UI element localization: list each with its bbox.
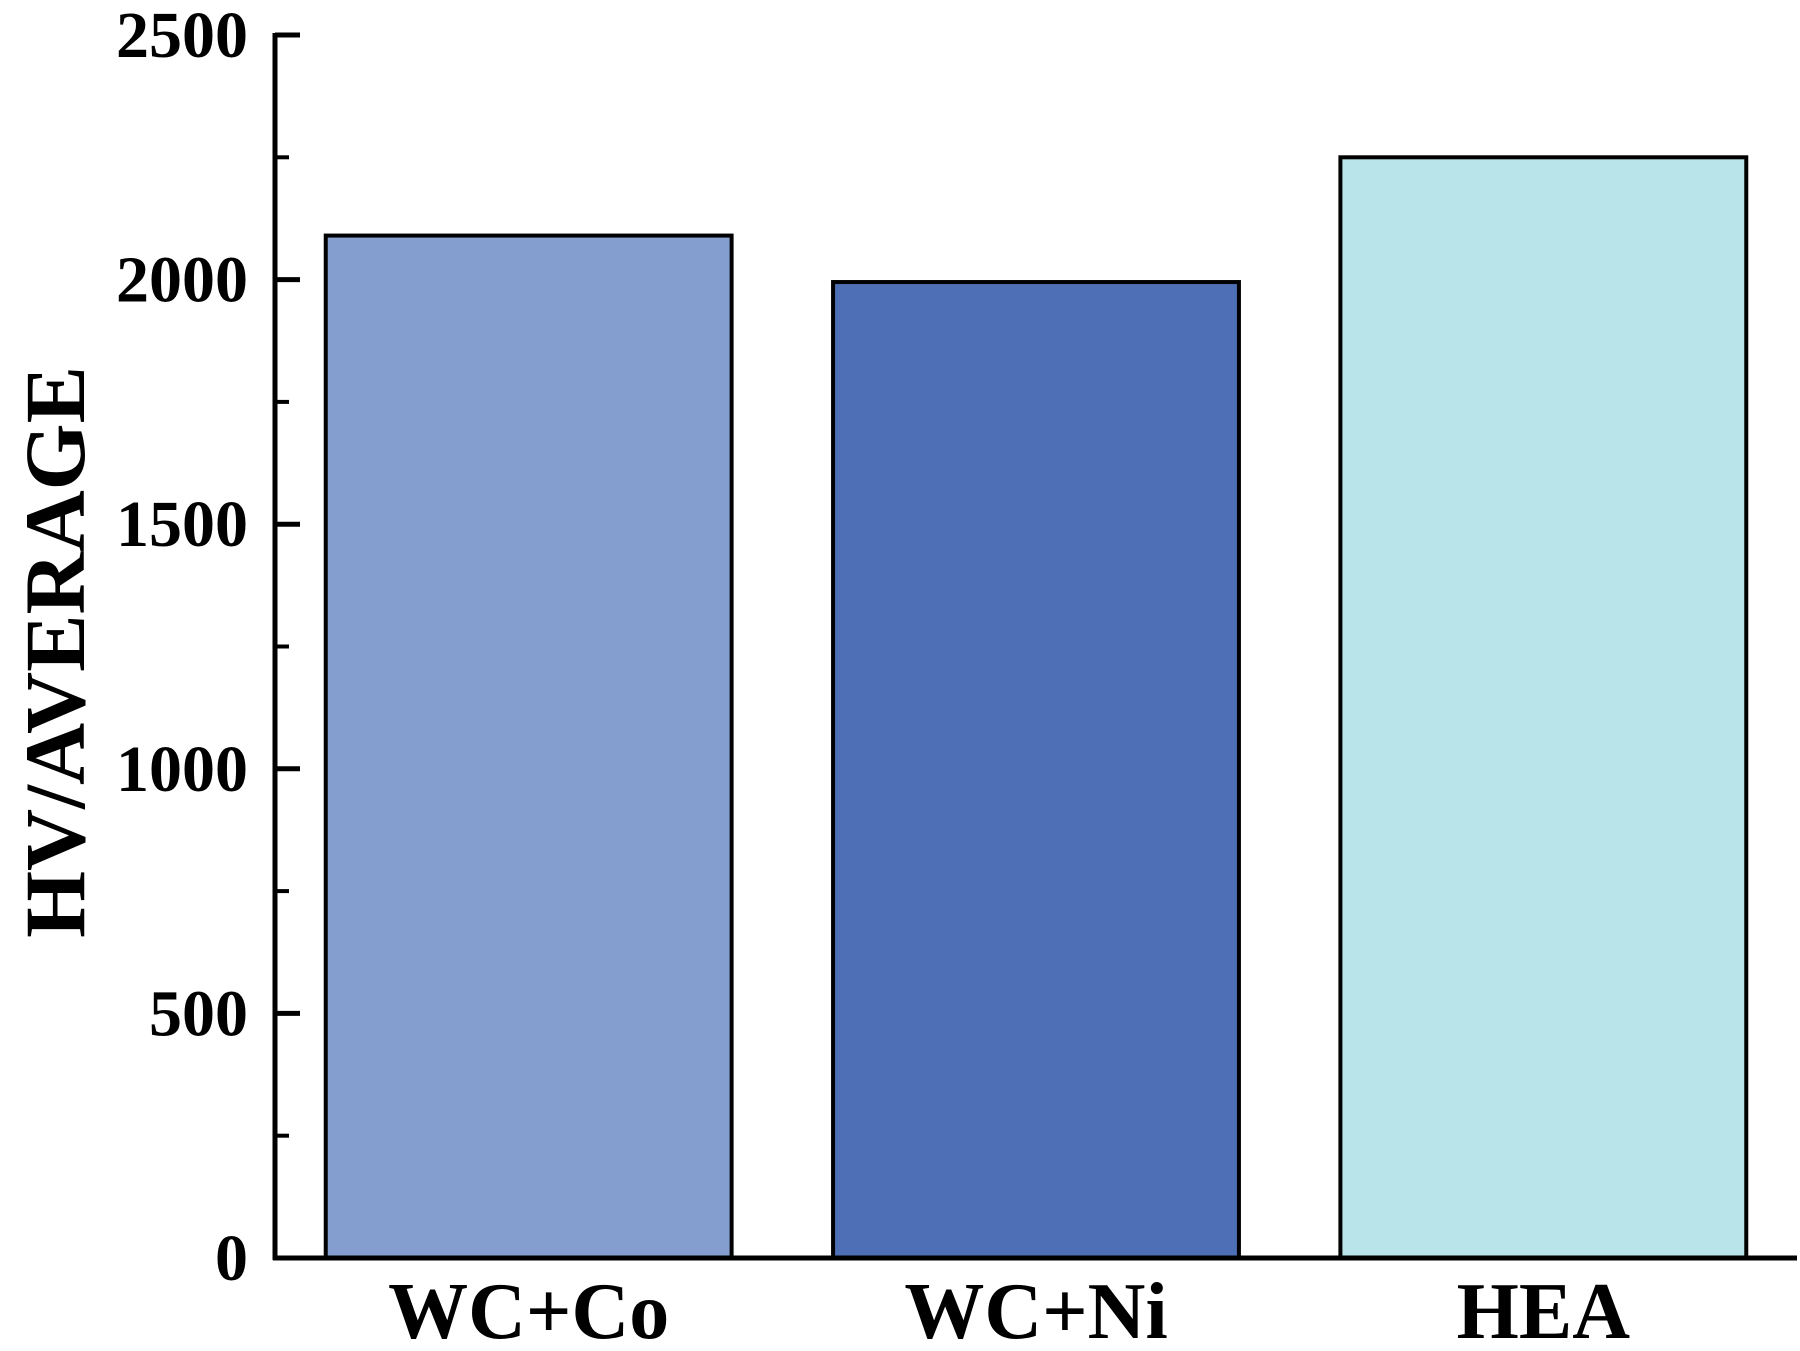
bar-wc-co bbox=[323, 233, 734, 1260]
category-label: WC+Co bbox=[388, 1268, 669, 1351]
category-labels-group: WC+Co WC+Ni HEA bbox=[388, 1268, 1630, 1351]
category-label: HEA bbox=[1457, 1268, 1631, 1351]
y-tick-label: 2000 bbox=[116, 244, 248, 317]
y-tick-label: 1000 bbox=[116, 733, 248, 806]
ticks-group: 0 500 1000 1500 2000 2500 bbox=[116, 0, 300, 1295]
y-tick-label: 0 bbox=[215, 1222, 248, 1295]
bar-hea bbox=[1338, 155, 1749, 1260]
y-tick-label: 2500 bbox=[116, 0, 248, 72]
category-label: WC+Ni bbox=[904, 1268, 1167, 1351]
bar-wc-ni bbox=[831, 280, 1241, 1260]
y-tick-label: 1500 bbox=[116, 488, 248, 561]
y-tick-label: 500 bbox=[149, 977, 248, 1050]
y-axis-label: HV/AVERAGE bbox=[7, 366, 103, 938]
bars-group bbox=[323, 155, 1749, 1260]
